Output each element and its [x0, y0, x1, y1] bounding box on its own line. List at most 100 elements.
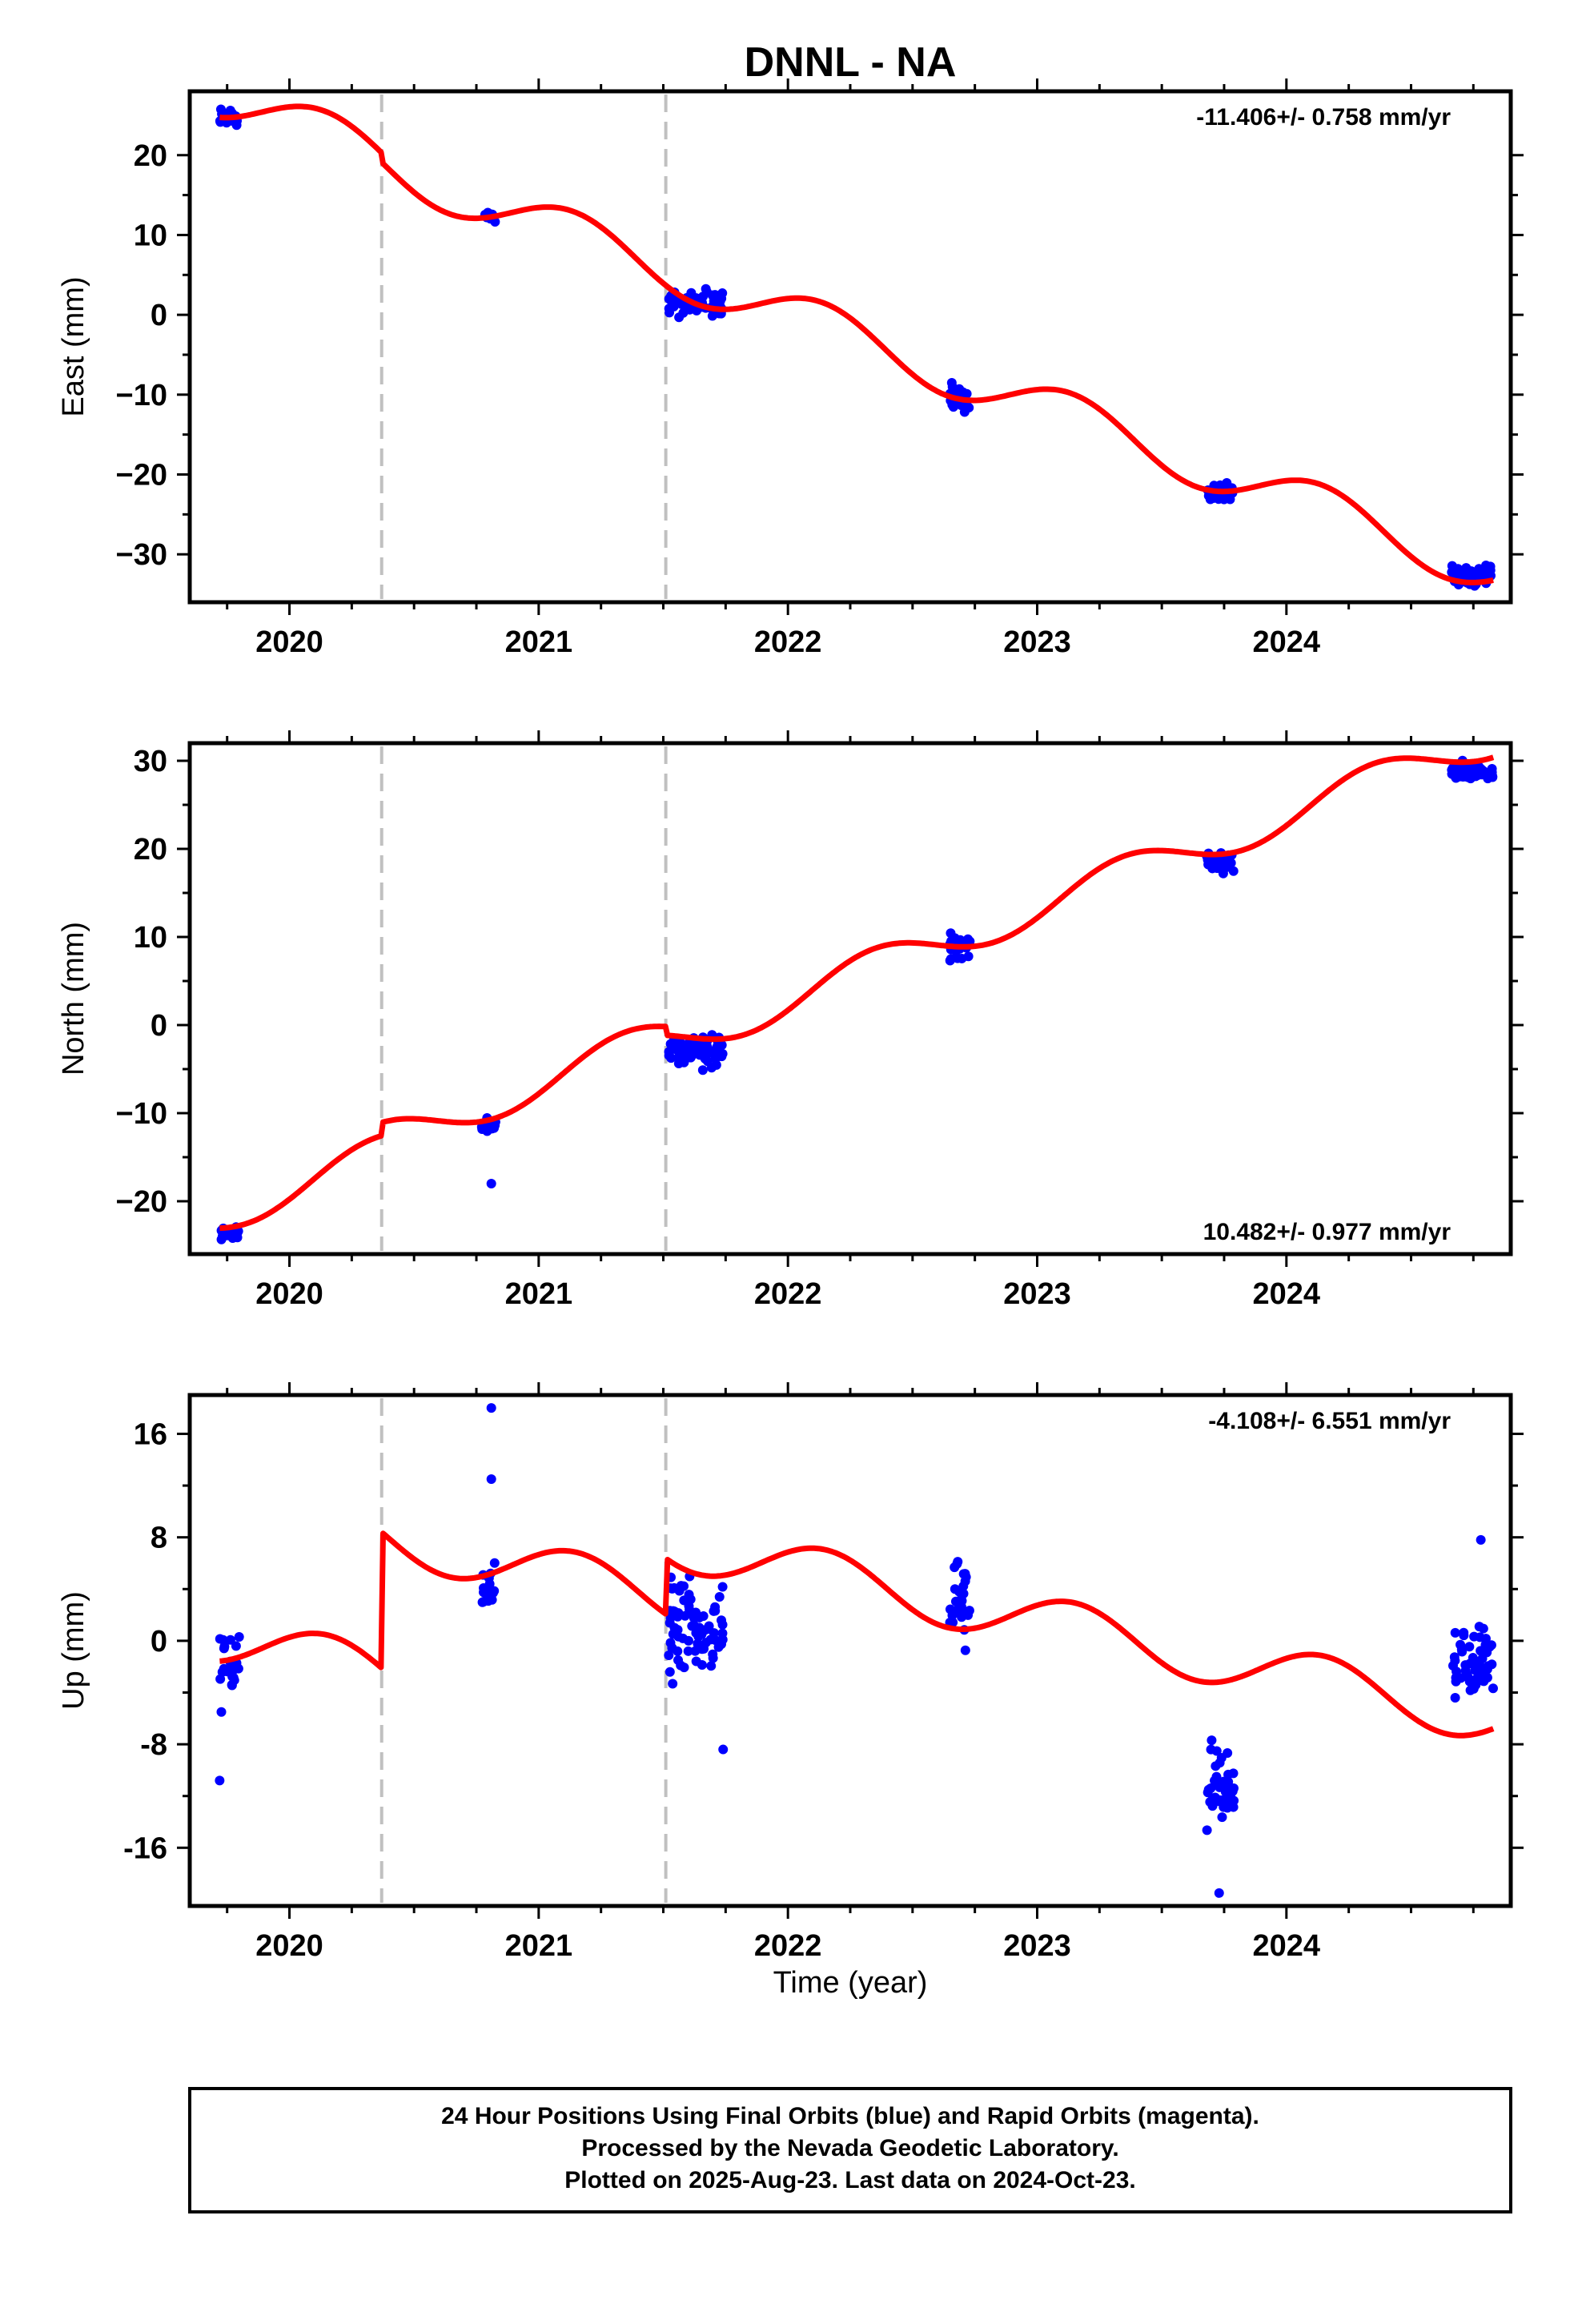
data-point	[964, 1606, 974, 1616]
data-point	[1464, 1642, 1475, 1652]
data-point	[676, 1581, 686, 1591]
data-point	[1474, 1622, 1484, 1632]
data-point	[683, 1646, 693, 1656]
chart-title: DNNL - NA	[745, 39, 957, 86]
model-curve	[219, 103, 1495, 585]
data-point	[231, 120, 242, 131]
data-point	[1450, 1693, 1460, 1703]
y-tick-label: 20	[134, 139, 167, 173]
north-panel: 30 20 10 0 −10 −20 2020 2021 2022 2023 2024 North (…	[57, 730, 1524, 1311]
data-point	[689, 1041, 700, 1051]
data-point	[682, 1049, 693, 1059]
x-tick-label: 2023	[1003, 1277, 1071, 1311]
data-point	[708, 1653, 718, 1663]
data-point	[1449, 1652, 1460, 1663]
data-point	[1452, 767, 1463, 778]
data-point	[218, 1231, 228, 1241]
data-point	[717, 1048, 728, 1059]
data-point	[1228, 1802, 1239, 1812]
data-point	[673, 1646, 683, 1656]
data-point	[664, 1651, 674, 1661]
data-point	[231, 1641, 241, 1651]
data-point	[689, 1620, 700, 1630]
data-point	[947, 1610, 958, 1621]
y-tick-label: 0	[151, 299, 167, 332]
data-point	[489, 1558, 500, 1568]
data-point	[714, 1591, 725, 1602]
data-point	[1225, 1793, 1235, 1803]
data-point	[1460, 1666, 1471, 1676]
x-tick-label: 2023	[1003, 1929, 1071, 1963]
data-point	[697, 1659, 707, 1670]
east-panel: 20 10 0 −10 −20 −30 2020 2021 2022 2023 2024 East (…	[57, 78, 1524, 659]
rate-annotation: -4.108+/- 6.551 mm/yr	[1208, 1408, 1451, 1434]
y-tick-label: 10	[134, 921, 167, 955]
data-point	[956, 1606, 966, 1617]
data-point	[960, 1645, 970, 1655]
data-point	[668, 1679, 678, 1689]
y-tick-label: −20	[116, 459, 167, 493]
data-point	[1222, 477, 1232, 488]
x-tick-label: 2021	[505, 625, 573, 659]
data-points	[215, 104, 1496, 591]
rate-annotation: -11.406+/- 0.758 mm/yr	[1196, 104, 1451, 131]
footer-box: 24 Hour Positions Using Final Orbits (bl…	[188, 2087, 1512, 2213]
data-point	[952, 1558, 962, 1569]
data-point	[1217, 1812, 1227, 1823]
data-point	[1481, 561, 1492, 571]
up-panel: 16 8 0 -8 -16 2020 2021 2022 2023 2024 Up (mm) -4.1…	[57, 1382, 1524, 1963]
data-point	[490, 1120, 500, 1131]
data-point	[215, 1674, 226, 1684]
model-curve	[219, 1530, 1495, 1739]
data-point	[958, 1581, 969, 1591]
y-tick-label: -16	[123, 1831, 167, 1865]
y-tick-label: 30	[134, 745, 167, 778]
data-point	[219, 1642, 230, 1652]
data-point	[1221, 1783, 1231, 1794]
data-point	[669, 301, 679, 312]
x-tick-label: 2022	[754, 1929, 822, 1963]
data-point	[1447, 1661, 1458, 1671]
y-tick-label: -8	[140, 1728, 167, 1762]
data-point	[1212, 860, 1223, 870]
data-point	[1211, 1771, 1222, 1782]
data-point	[712, 296, 722, 306]
y-axis-label: North (mm)	[57, 922, 90, 1076]
footer-line-1: 24 Hour Positions Using Final Orbits (bl…	[441, 2103, 1259, 2129]
y-tick-label: 10	[134, 219, 167, 252]
data-point	[227, 1671, 238, 1682]
plot-frame	[187, 741, 1513, 1256]
data-point	[670, 1043, 681, 1054]
data-point	[1216, 1753, 1227, 1763]
data-point	[963, 934, 974, 944]
data-point	[1465, 1685, 1476, 1695]
data-point	[710, 1602, 721, 1612]
data-point	[227, 1679, 237, 1690]
x-tick-label: 2020	[255, 1929, 323, 1963]
data-point	[487, 1594, 497, 1605]
x-tick-label: 2020	[255, 1277, 323, 1311]
data-point	[705, 1634, 716, 1645]
x-tick-label: 2021	[505, 1929, 573, 1963]
data-points	[216, 755, 1498, 1244]
data-point	[1208, 493, 1219, 503]
y-tick-label: −20	[116, 1185, 167, 1219]
data-point	[1223, 1769, 1234, 1779]
data-point	[717, 1615, 727, 1626]
data-point	[1459, 1630, 1469, 1641]
data-point	[697, 1065, 708, 1076]
rate-annotation: 10.482+/- 0.977 mm/yr	[1203, 1219, 1452, 1245]
data-point	[699, 1643, 709, 1654]
data-point	[215, 1634, 225, 1644]
data-point	[1451, 1676, 1461, 1687]
x-tick-label: 2024	[1253, 1277, 1321, 1311]
data-point	[1202, 1825, 1212, 1835]
data-point	[1488, 1683, 1498, 1694]
y-tick-label: −10	[116, 379, 167, 412]
x-tick-label: 2022	[754, 625, 822, 659]
data-point	[963, 951, 974, 962]
data-point	[216, 1707, 227, 1717]
data-point	[706, 1661, 717, 1671]
data-point	[667, 1583, 677, 1594]
